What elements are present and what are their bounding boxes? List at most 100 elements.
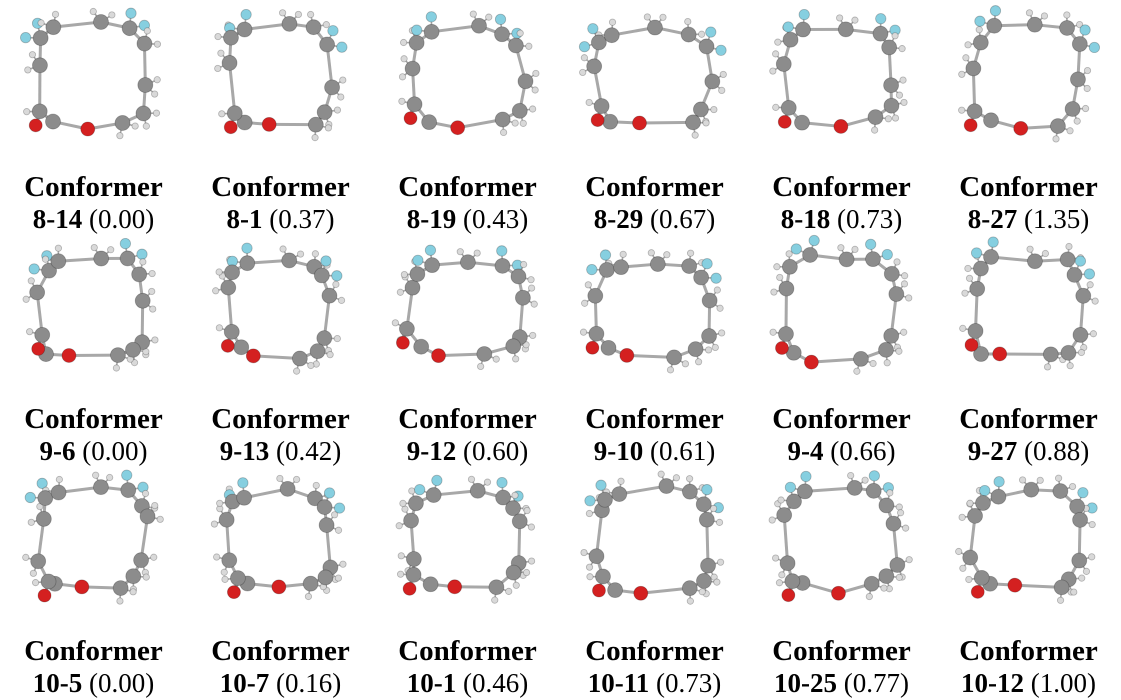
oxygen-atom xyxy=(81,122,95,136)
hydrogen-atom xyxy=(609,19,615,25)
hydrogen-atom xyxy=(221,569,227,575)
carbon-atom xyxy=(322,288,337,303)
hydrogen-atom xyxy=(335,575,341,581)
carbon-atom xyxy=(667,350,682,365)
hydrogen-atom xyxy=(399,98,405,104)
carbon-atom xyxy=(136,106,151,121)
carbon-atom xyxy=(409,35,424,50)
hydrogen-atom xyxy=(580,329,586,335)
oxygen-atom xyxy=(227,586,240,599)
oxygen-atom xyxy=(971,585,984,598)
hydrogen-atom xyxy=(901,273,907,279)
molecule-structure xyxy=(374,232,561,400)
hydrogen-atom xyxy=(143,574,149,580)
hydrogen-atom xyxy=(457,248,463,254)
relative-energy: (0.61) xyxy=(650,436,715,466)
conformer-id: 10-12 xyxy=(961,668,1024,698)
relative-energy: (0.73) xyxy=(837,204,902,234)
oxygen-atom xyxy=(778,115,791,128)
carbon-atom xyxy=(134,553,149,568)
fluorine-atom xyxy=(1075,256,1085,266)
carbon-atom xyxy=(237,22,252,37)
fluorine-atom xyxy=(702,484,712,494)
carbon-atom xyxy=(984,249,999,264)
carbon-atom xyxy=(973,35,988,50)
fluorine-atom xyxy=(869,471,879,481)
carbon-atom xyxy=(682,259,697,274)
carbon-atom xyxy=(803,247,818,262)
molecule-structure xyxy=(935,464,1121,632)
hydrogen-atom xyxy=(901,99,907,105)
conformer-label: 8-27 (1.35) xyxy=(935,202,1121,236)
carbon-atom xyxy=(889,287,904,302)
carbon-atom xyxy=(506,339,521,354)
hydrogen-atom xyxy=(212,288,218,294)
hydrogen-atom xyxy=(581,55,587,61)
carbon-atom xyxy=(115,115,130,130)
hydrogen-atom xyxy=(717,559,723,565)
carbon-atom xyxy=(890,557,905,572)
carbon-atom xyxy=(489,580,504,595)
hydrogen-atom xyxy=(714,579,720,585)
hydrogen-atom xyxy=(533,70,539,76)
carbon-atom xyxy=(686,115,701,130)
conformer-heading: Conformer xyxy=(374,170,561,204)
carbon-atom xyxy=(696,497,711,512)
hydrogen-atom xyxy=(399,74,405,80)
oxygen-atom xyxy=(965,338,978,351)
hydrogen-atom xyxy=(297,251,303,257)
conformer-label: 9-6 (0.00) xyxy=(0,434,187,468)
carbon-atom xyxy=(138,78,153,93)
hydrogen-atom xyxy=(686,475,692,481)
carbon-atom xyxy=(597,492,612,507)
hydrogen-atom xyxy=(312,134,318,140)
fluorine-atom xyxy=(321,256,331,266)
hydrogen-atom xyxy=(695,359,701,365)
carbon-atom xyxy=(1065,101,1080,116)
carbon-atom xyxy=(51,254,66,269)
hydrogen-atom xyxy=(852,17,858,23)
hydrogen-atom xyxy=(1026,10,1032,16)
carbon-atom xyxy=(125,342,140,357)
carbon-atom xyxy=(506,501,521,516)
conformer-id: 8-1 xyxy=(227,204,263,234)
hydrogen-atom xyxy=(333,281,339,287)
hydrogen-atom xyxy=(1083,568,1089,574)
hydrogen-atom xyxy=(685,18,691,24)
hydrogen-atom xyxy=(703,120,709,126)
carbon-atom xyxy=(120,251,135,266)
hydrogen-atom xyxy=(401,56,407,62)
hydrogen-atom xyxy=(896,92,902,98)
hydrogen-atom xyxy=(618,478,624,484)
carbon-atom xyxy=(423,577,438,592)
hydrogen-atom xyxy=(90,8,96,14)
hydrogen-atom xyxy=(55,245,61,251)
hydrogen-atom xyxy=(154,77,160,83)
fluorine-atom xyxy=(238,478,248,488)
hydrogen-atom xyxy=(885,116,891,122)
hydrogen-atom xyxy=(152,337,158,343)
conformer-label: 9-13 (0.42) xyxy=(187,434,374,468)
conformer-heading: Conformer xyxy=(935,634,1121,668)
hydrogen-atom xyxy=(719,87,725,93)
hydrogen-atom xyxy=(902,525,908,531)
hydrogen-atom xyxy=(963,55,969,61)
carbon-atom xyxy=(225,265,240,280)
oxygen-atom xyxy=(448,580,462,594)
hydrogen-atom xyxy=(776,580,782,586)
carbon-atom xyxy=(781,100,796,115)
hydrogen-atom xyxy=(906,295,912,301)
carbon-atom xyxy=(688,342,703,357)
hydrogen-atom xyxy=(151,91,157,97)
oxygen-atom xyxy=(592,584,605,597)
hydrogen-atom xyxy=(293,476,299,482)
carbon-atom xyxy=(776,57,791,72)
carbon-atom xyxy=(318,570,333,585)
hydrogen-atom xyxy=(899,45,905,51)
hydrogen-atom xyxy=(108,247,114,253)
carbon-atom xyxy=(1043,347,1058,362)
hydrogen-atom xyxy=(705,347,711,353)
